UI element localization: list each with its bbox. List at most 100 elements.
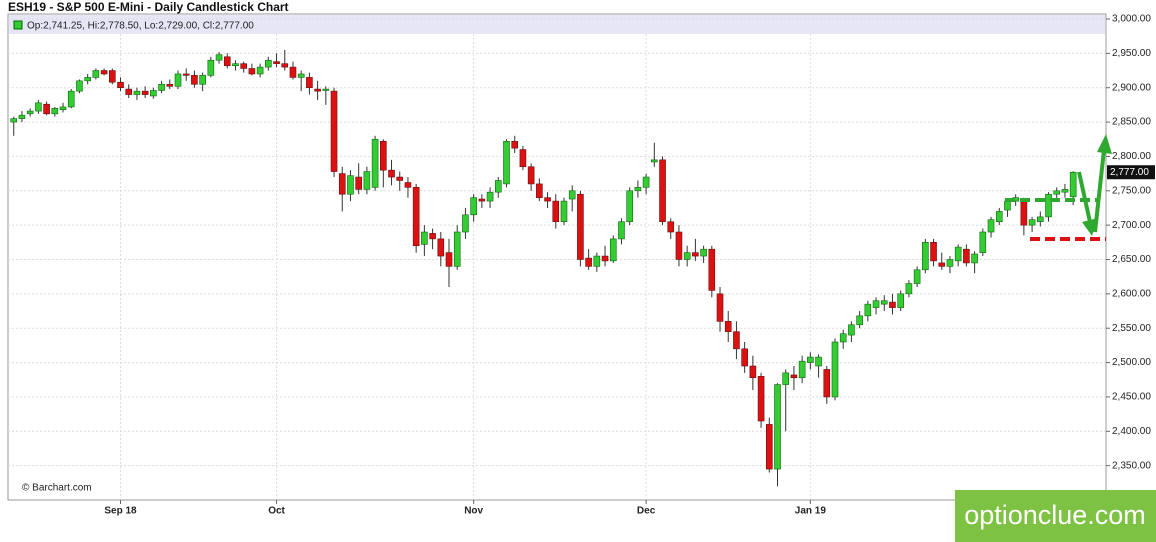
candle-body [76, 80, 83, 92]
watermark-box [955, 490, 1156, 542]
candle-body [273, 61, 280, 64]
arrow-down-shaft [1077, 171, 1092, 223]
last-price-label: 2,777.00 [1110, 167, 1149, 178]
candle-body [232, 63, 239, 67]
candle-body [634, 187, 642, 192]
candle-body [741, 348, 748, 367]
candle-body [905, 283, 913, 295]
candle-body [322, 88, 330, 91]
candle-body [749, 365, 757, 378]
candle-body [1028, 219, 1036, 226]
y-tick-label: 2,950.00 [1112, 48, 1151, 59]
candle-body [765, 424, 773, 470]
candle-body [544, 197, 551, 202]
candle-body [347, 175, 354, 195]
arrow-down-head [1082, 218, 1098, 236]
arrow-up-shaft [1093, 149, 1106, 233]
candle-body [716, 293, 724, 322]
candle-body [1004, 200, 1011, 211]
x-tick-label: Jan 19 [795, 506, 827, 517]
watermark: optionclue.com [964, 500, 1146, 530]
candle-body [117, 81, 124, 89]
candle-body [675, 231, 683, 260]
candle-body [1045, 193, 1052, 218]
candle-body [470, 197, 477, 216]
legend-swatch [13, 20, 23, 30]
x-tick-label: Sep 18 [104, 506, 137, 517]
candle-body [848, 324, 855, 336]
candle-body [330, 90, 338, 172]
candle-body [651, 159, 658, 163]
candle-body [35, 102, 42, 112]
candle-body [92, 70, 100, 78]
candle-body [478, 198, 486, 202]
candle-body [913, 269, 921, 284]
candle-body [963, 248, 970, 264]
candle-body [995, 211, 1003, 223]
candle-body [1053, 190, 1061, 195]
candle-body [577, 193, 584, 260]
candle-body [831, 341, 839, 398]
candle-body [10, 118, 18, 123]
candle-body [700, 248, 707, 257]
candle-body [642, 176, 650, 188]
candle-body [207, 59, 215, 76]
y-tick-label: 3,000.00 [1112, 14, 1151, 25]
y-tick-label: 2,600.00 [1112, 288, 1151, 299]
candle-body [1069, 171, 1077, 198]
y-tick-label: 2,350.00 [1112, 460, 1151, 471]
candle-body [552, 200, 560, 223]
candle-body [494, 180, 502, 193]
y-tick-label: 2,500.00 [1112, 357, 1151, 368]
candle-body [954, 246, 962, 262]
candle-body [199, 75, 206, 85]
candle-body [1037, 216, 1044, 223]
candle-body [355, 176, 362, 190]
candle-body [568, 190, 576, 200]
candle-body [823, 369, 831, 398]
grid [8, 18, 1106, 500]
candle-body [757, 376, 765, 422]
arrow-up-head [1097, 134, 1112, 154]
candle-body [503, 141, 510, 185]
chart-title: ESH19 - S&P 500 E-Mini - Daily Candlesti… [8, 0, 289, 14]
candle-body [807, 356, 814, 363]
candle-body [864, 303, 872, 317]
legend-band [9, 15, 1105, 34]
candle-body [125, 88, 133, 95]
candle-body [839, 333, 847, 343]
x-tick-label: Nov [464, 506, 483, 517]
candle-body [897, 293, 904, 308]
candle-body [609, 238, 617, 262]
candle-body [659, 159, 666, 223]
candle-body [938, 262, 946, 267]
candle-body [585, 257, 592, 267]
candle-body [306, 77, 313, 89]
candle-body [979, 231, 987, 253]
annotations [1005, 134, 1112, 241]
candle-body [880, 300, 888, 305]
y-tick-label: 2,800.00 [1112, 151, 1151, 162]
y-tick-label: 2,450.00 [1112, 392, 1151, 403]
candle-body [363, 171, 371, 190]
candle-body [289, 66, 297, 78]
candle-body [815, 356, 822, 367]
candle-body [798, 360, 806, 378]
last-price-box [1107, 165, 1155, 180]
candle-body [486, 191, 494, 202]
candle-body [166, 83, 174, 87]
candle-body [683, 252, 691, 260]
source-label: © Barchart.com [22, 483, 92, 494]
candle-body [889, 301, 896, 308]
candle-body [100, 70, 108, 75]
candle-body [536, 183, 543, 198]
candle-body [560, 200, 568, 223]
candle-body [141, 90, 149, 95]
candle-body [84, 77, 91, 82]
y-tick-label: 2,850.00 [1112, 117, 1151, 128]
candle-body [150, 90, 157, 97]
candle-body [297, 73, 305, 78]
candle-body [256, 66, 264, 75]
candle-body [67, 90, 75, 108]
